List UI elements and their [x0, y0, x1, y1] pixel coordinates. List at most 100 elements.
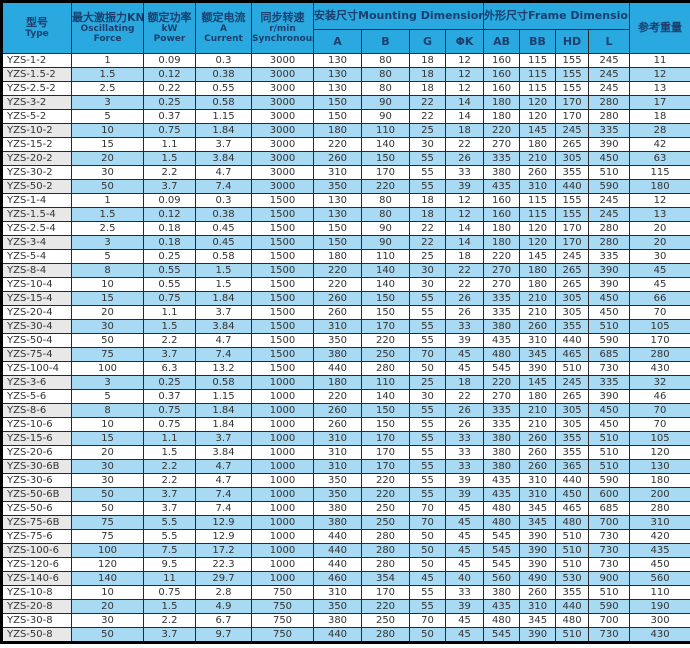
value-cell: 25 [409, 249, 446, 264]
value-cell: 8 [71, 263, 144, 278]
value-cell: 4.7 [195, 333, 252, 348]
value-cell: 2.2 [143, 459, 196, 474]
value-cell: 0.55 [143, 263, 196, 278]
value-cell: 245 [588, 207, 631, 222]
value-cell: 335 [483, 305, 521, 320]
value-cell: 390 [588, 277, 631, 292]
value-cell: 30 [629, 249, 690, 264]
value-cell: 26 [444, 291, 485, 306]
value-cell: 30 [71, 613, 144, 628]
value-cell: 12.9 [195, 515, 252, 530]
value-cell: 435 [483, 333, 521, 348]
value-cell: 220 [483, 375, 521, 390]
value-cell: 150 [313, 109, 362, 124]
value-cell: 420 [629, 529, 690, 544]
value-cell: 160 [483, 53, 521, 68]
value-cell: 545 [483, 529, 521, 544]
value-cell: 335 [483, 403, 521, 418]
model-cell: YZS-2.5-4 [1, 221, 72, 236]
value-cell: 345 [519, 347, 557, 362]
value-cell: 280 [588, 109, 631, 124]
value-cell: 115 [519, 81, 557, 96]
value-cell: 130 [313, 67, 362, 82]
table-row: YZS-30-2 30 2.2 4.7 3000 310 170 55 33 380 260 355 5… [1, 165, 690, 180]
value-cell: 14 [444, 221, 485, 236]
table-body: YZS-1-2 1 0.09 0.3 3000 130 80 18 12 160 115 155 245… [1, 53, 690, 643]
value-cell: 220 [313, 137, 362, 152]
sub-header-row: A B G ΦK AB BB HD L [2, 29, 690, 54]
value-cell: 300 [629, 613, 690, 628]
table-row: YZS-20-4 20 1.1 3.7 1500 260 150 55 26 335 210 305 4… [1, 305, 690, 320]
value-cell: 310 [313, 585, 362, 600]
value-cell: 305 [555, 151, 590, 166]
table-row: YZS-5-6 5 0.37 1.15 1000 220 140 30 22 270 180 265 3… [1, 389, 690, 404]
value-cell: 0.75 [143, 417, 196, 432]
value-cell: 3000 [251, 151, 314, 166]
value-cell: 39 [444, 599, 485, 614]
table-row: YZS-15-6 15 1.1 3.7 1000 310 170 55 33 380 260 355 5… [1, 431, 690, 446]
value-cell: 450 [588, 305, 631, 320]
value-cell: 390 [519, 361, 557, 376]
value-cell: 210 [519, 291, 557, 306]
value-cell: 180 [519, 263, 557, 278]
value-cell: 0.75 [143, 403, 196, 418]
value-cell: 17.2 [195, 543, 252, 558]
value-cell: 1 [71, 193, 144, 208]
value-cell: 39 [444, 333, 485, 348]
value-cell: 440 [313, 543, 362, 558]
value-cell: 55 [409, 179, 446, 194]
value-cell: 17 [629, 95, 690, 110]
value-cell: 28 [629, 123, 690, 138]
value-cell: 200 [629, 487, 690, 502]
value-cell: 354 [361, 571, 410, 586]
value-cell: 590 [588, 179, 631, 194]
value-cell: 180 [629, 473, 690, 488]
value-cell: 42 [629, 137, 690, 152]
value-cell: 3000 [251, 123, 314, 138]
value-cell: 260 [519, 431, 557, 446]
value-cell: 245 [555, 123, 590, 138]
value-cell: 160 [483, 81, 521, 96]
value-cell: 0.37 [143, 109, 196, 124]
value-cell: 22 [409, 221, 446, 236]
value-cell: 3 [71, 95, 144, 110]
value-cell: 480 [483, 347, 521, 362]
value-cell: 155 [555, 53, 590, 68]
value-cell: 15 [71, 431, 144, 446]
value-cell: 0.09 [143, 193, 196, 208]
value-cell: 155 [555, 81, 590, 96]
value-cell: 0.12 [143, 207, 196, 222]
value-cell: 3.7 [195, 305, 252, 320]
value-cell: 280 [629, 347, 690, 362]
value-cell: 390 [588, 137, 631, 152]
value-cell: 750 [251, 627, 314, 643]
value-cell: 70 [409, 515, 446, 530]
value-cell: 510 [588, 165, 631, 180]
value-cell: 350 [313, 599, 362, 614]
value-cell: 0.75 [143, 123, 196, 138]
value-cell: 350 [313, 333, 362, 348]
value-cell: 20 [629, 221, 690, 236]
value-cell: 22 [409, 235, 446, 250]
value-cell: 55 [409, 459, 446, 474]
value-cell: 305 [555, 305, 590, 320]
value-cell: 155 [555, 67, 590, 82]
value-cell: 510 [588, 445, 631, 460]
value-cell: 355 [555, 165, 590, 180]
header-speed: 同步转速 r/min Synchronous Speed [251, 1, 314, 54]
value-cell: 25 [409, 123, 446, 138]
value-cell: 1.5 [71, 207, 144, 222]
value-cell: 75 [71, 515, 144, 530]
value-cell: 20 [71, 445, 144, 460]
value-cell: 310 [519, 333, 557, 348]
value-cell: 10 [71, 417, 144, 432]
value-cell: 12 [444, 207, 485, 222]
value-cell: 0.38 [195, 67, 252, 82]
value-cell: 55 [409, 445, 446, 460]
value-cell: 730 [588, 543, 631, 558]
value-cell: 335 [483, 417, 521, 432]
value-cell: 480 [555, 613, 590, 628]
value-cell: 50 [71, 501, 144, 516]
value-cell: 3.7 [143, 487, 196, 502]
value-cell: 18 [444, 375, 485, 390]
